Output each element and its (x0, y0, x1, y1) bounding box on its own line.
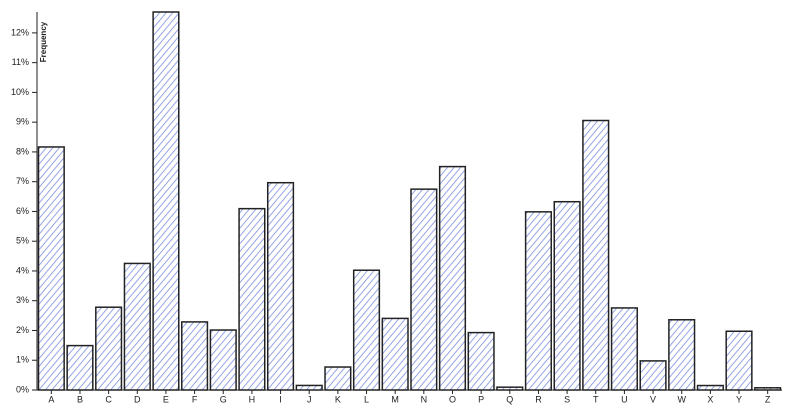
bar (238, 207, 266, 391)
x-tick-label: E (163, 394, 169, 404)
x-tick-label: N (421, 394, 428, 404)
x-tick-label: L (364, 394, 369, 404)
x-tick-label: A (48, 394, 54, 404)
bar (438, 165, 467, 391)
bar (209, 329, 237, 391)
bar (181, 321, 209, 391)
y-tick-label: 2% (16, 325, 29, 335)
x-tick-label: Q (506, 394, 513, 404)
x-tick-label: O (449, 394, 456, 404)
bar (582, 119, 610, 391)
x-tick-label: K (335, 394, 341, 404)
x-tick-label: H (249, 394, 256, 404)
bar (610, 307, 638, 391)
y-tick-label: 7% (16, 176, 29, 186)
x-tick-label: D (134, 394, 141, 404)
bar (352, 269, 381, 391)
x-tick-label: G (220, 394, 227, 404)
bar (754, 387, 782, 391)
x-tick-label: I (279, 394, 282, 404)
x-tick-label: T (593, 394, 599, 404)
bar (467, 331, 495, 391)
bar (66, 344, 94, 391)
y-tick-label: 10% (11, 87, 29, 97)
x-tick-label: C (105, 394, 112, 404)
bar (37, 146, 65, 391)
bar (123, 262, 151, 391)
x-tick-label: S (564, 394, 570, 404)
bar (381, 317, 409, 391)
y-tick-label: 9% (16, 117, 29, 127)
bar (295, 384, 323, 391)
y-tick-label: 11% (12, 57, 29, 67)
bar (266, 181, 295, 391)
x-tick-label: Z (765, 394, 771, 404)
bar (725, 330, 753, 391)
x-tick-label: U (621, 394, 628, 404)
bar (553, 200, 581, 391)
y-tick-label: 6% (16, 206, 29, 216)
y-tick-label: 12% (11, 27, 29, 37)
bar (639, 360, 667, 391)
y-tick-label: 8% (16, 146, 29, 156)
x-tick-label: X (707, 394, 713, 404)
y-tick-label: 3% (16, 295, 29, 305)
x-tick-label: Y (736, 394, 742, 404)
x-tick-label: F (192, 394, 198, 404)
x-tick-label: W (677, 394, 686, 404)
x-tick-label: V (650, 394, 656, 404)
x-tick-label: J (307, 394, 312, 404)
x-tick-label: R (535, 394, 542, 404)
y-tick-label: 4% (16, 265, 29, 275)
bar (524, 211, 553, 391)
bar (95, 306, 123, 391)
x-tick-label: P (478, 394, 484, 404)
bar (152, 11, 180, 391)
bar (496, 386, 524, 391)
bar (324, 366, 352, 391)
y-axis-label: Frequency (39, 21, 48, 62)
y-tick-label: 1% (16, 355, 29, 365)
bar (696, 384, 724, 391)
bar (410, 188, 438, 391)
y-tick-label: 0% (16, 384, 29, 394)
y-tick-label: 5% (16, 236, 29, 246)
x-tick-label: B (77, 394, 83, 404)
x-tick-label: M (391, 394, 399, 404)
bar (668, 319, 696, 391)
